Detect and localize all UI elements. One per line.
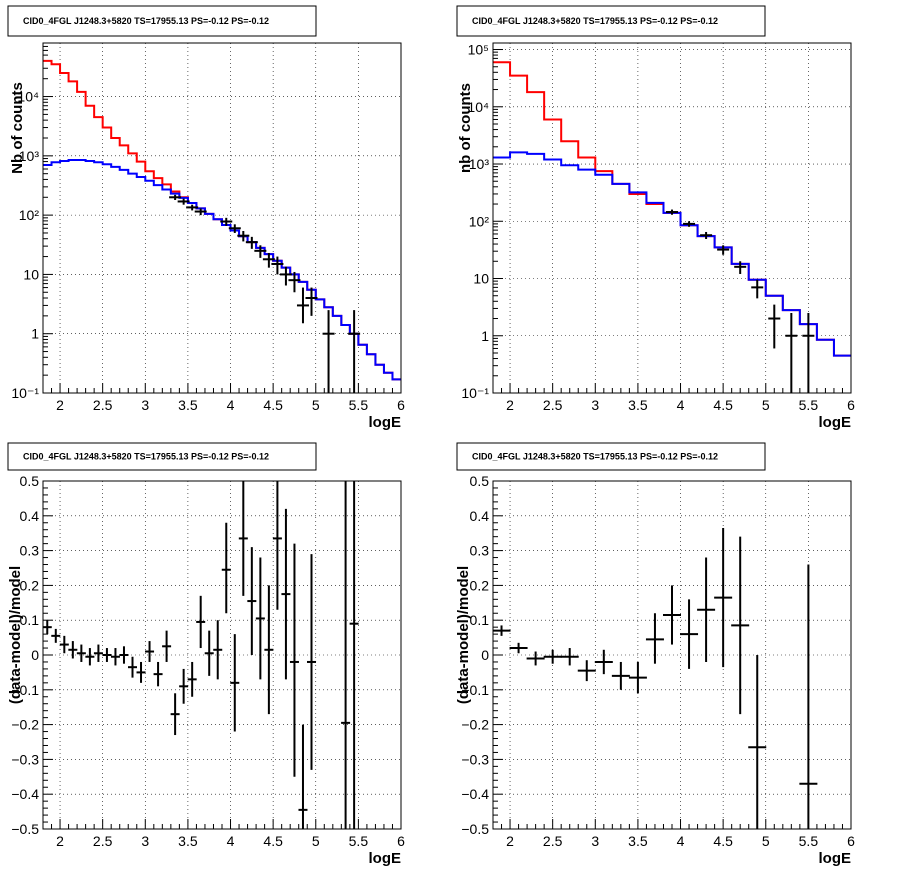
x-tick-label: 6 — [847, 397, 855, 413]
y-tick-label: 10⁴ — [467, 99, 489, 115]
y-tick-label: 0.4 — [20, 508, 40, 524]
title-box — [7, 5, 317, 37]
x-tick-label: 5 — [762, 397, 770, 413]
y-tick-label: 10 — [473, 271, 489, 287]
chart-title: CID0_4FGL J1248.3+5820 TS=17955.13 PS=-0… — [23, 16, 269, 26]
y-axis-title: nb of counts — [457, 83, 474, 173]
plot-frame — [42, 480, 402, 830]
x-tick-label: 4 — [677, 833, 685, 849]
y-tick-label: −0.3 — [461, 751, 489, 767]
y-tick-label: 0.2 — [20, 577, 40, 593]
y-tick-label: −0.1 — [11, 682, 39, 698]
y-tick-label: 10³ — [469, 156, 490, 172]
x-tick-label: 4 — [227, 397, 235, 413]
x-tick-label: 3.5 — [628, 397, 648, 413]
x-tick-label: 3 — [141, 397, 149, 413]
y-tick-label: −0.1 — [461, 682, 489, 698]
plot-frame — [492, 42, 852, 394]
y-tick-label: 0.2 — [470, 577, 490, 593]
y-tick-label: 10⁻¹ — [461, 385, 489, 401]
y-tick-label: 1 — [31, 326, 39, 342]
y-tick-label: 10⁻¹ — [11, 385, 39, 401]
x-tick-label: 4 — [677, 397, 685, 413]
y-tick-label: 10 — [23, 266, 39, 282]
plot-frame — [492, 480, 852, 830]
y-tick-label: −0.4 — [11, 786, 39, 802]
y-tick-label: 10³ — [19, 148, 40, 164]
histogram-series — [43, 159, 401, 381]
x-axis-title: logE — [369, 850, 402, 867]
y-tick-label: 0.1 — [470, 612, 490, 628]
y-tick-label: −0.2 — [11, 717, 39, 733]
y-tick-label: 0.5 — [470, 473, 490, 489]
x-axis-title: logE — [819, 414, 852, 431]
y-tick-label: 0.5 — [20, 473, 40, 489]
histogram-series — [493, 151, 851, 357]
x-tick-label: 2 — [506, 833, 514, 849]
x-tick-label: 3.5 — [178, 397, 198, 413]
chart-panel-bottom-right: 2 2.5 3 3.5 4 4.5 5 5.5 6 −0.5 −0.4 −0.3 −0.2 −0.1 0 0.… — [455, 442, 855, 867]
chart-panel-bottom-left: 2 2.5 3 3.5 4 4.5 5 5.5 6 −0.5 −0.4 −0.3 −0.2 −0.1 0 0.… — [7, 442, 405, 867]
x-tick-label: 5.5 — [349, 833, 369, 849]
x-tick-label: 4.5 — [263, 833, 283, 849]
x-tick-label: 5 — [312, 397, 320, 413]
y-tick-label: 0.3 — [470, 543, 490, 559]
y-axis-title: (data-model)/model — [455, 566, 472, 704]
x-tick-label: 2 — [56, 397, 64, 413]
title-box — [456, 5, 766, 37]
plot-frame — [42, 42, 402, 394]
chart-title: CID0_4FGL J1248.3+5820 TS=17955.13 PS=-0… — [472, 16, 718, 26]
y-tick-label: −0.3 — [11, 751, 39, 767]
x-axis-title: logE — [369, 414, 402, 431]
y-tick-label: 0 — [31, 647, 39, 663]
y-tick-label: 10² — [19, 207, 40, 223]
x-tick-label: 3 — [591, 833, 599, 849]
x-tick-label: 6 — [847, 833, 855, 849]
x-tick-label: 4.5 — [713, 833, 733, 849]
histogram-series — [493, 61, 851, 357]
x-tick-label: 5.5 — [799, 397, 819, 413]
chart-panel-top-left: 2 2.5 3 3.5 4 4.5 5 5.5 6 10⁻¹ 1 10 10² 10³ 10⁴ logE Nb … — [7, 5, 405, 431]
x-axis-title: logE — [819, 850, 852, 867]
y-tick-label: 10⁵ — [468, 42, 489, 58]
x-tick-label: 2.5 — [93, 397, 113, 413]
x-tick-label: 4 — [227, 833, 235, 849]
y-tick-label: 0.3 — [20, 543, 40, 559]
x-tick-label: 5.5 — [799, 833, 819, 849]
x-tick-label: 5.5 — [349, 397, 369, 413]
y-tick-label: −0.5 — [461, 821, 489, 837]
x-tick-label: 3 — [141, 833, 149, 849]
x-tick-label: 3.5 — [178, 833, 198, 849]
y-tick-label: −0.2 — [461, 717, 489, 733]
y-tick-label: 1 — [481, 328, 489, 344]
y-tick-label: 0.1 — [20, 612, 40, 628]
chart-title: CID0_4FGL J1248.3+5820 TS=17955.13 PS=-0… — [23, 452, 269, 462]
y-tick-label: 0.4 — [470, 508, 490, 524]
y-axis-title: Nb of counts — [9, 82, 26, 174]
x-tick-label: 2.5 — [543, 833, 563, 849]
title-box — [456, 442, 766, 471]
x-tick-label: 2.5 — [93, 833, 113, 849]
x-tick-label: 2 — [506, 397, 514, 413]
x-tick-label: 5 — [312, 833, 320, 849]
y-tick-label: −0.5 — [11, 821, 39, 837]
x-tick-label: 3 — [591, 397, 599, 413]
y-axis-title: (data-model)/model — [7, 566, 24, 704]
x-tick-label: 3.5 — [628, 833, 648, 849]
y-tick-label: 10² — [469, 213, 490, 229]
x-tick-label: 5 — [762, 833, 770, 849]
x-tick-label: 2 — [56, 833, 64, 849]
chart-panel-top-right: 2 2.5 3 3.5 4 4.5 5 5.5 6 10⁻¹ 1 10 10² 10³ 10⁴ 10⁵ logE… — [456, 5, 855, 431]
x-tick-label: 2.5 — [543, 397, 563, 413]
title-box — [7, 442, 317, 471]
x-tick-label: 4.5 — [713, 397, 733, 413]
y-tick-label: −0.4 — [461, 786, 489, 802]
chart-title: CID0_4FGL J1248.3+5820 TS=17955.13 PS=-0… — [472, 452, 718, 462]
y-tick-label: 10⁴ — [17, 89, 39, 105]
y-tick-label: 0 — [481, 647, 489, 663]
x-tick-label: 4.5 — [263, 397, 283, 413]
x-tick-label: 6 — [397, 833, 405, 849]
x-tick-label: 6 — [397, 397, 405, 413]
